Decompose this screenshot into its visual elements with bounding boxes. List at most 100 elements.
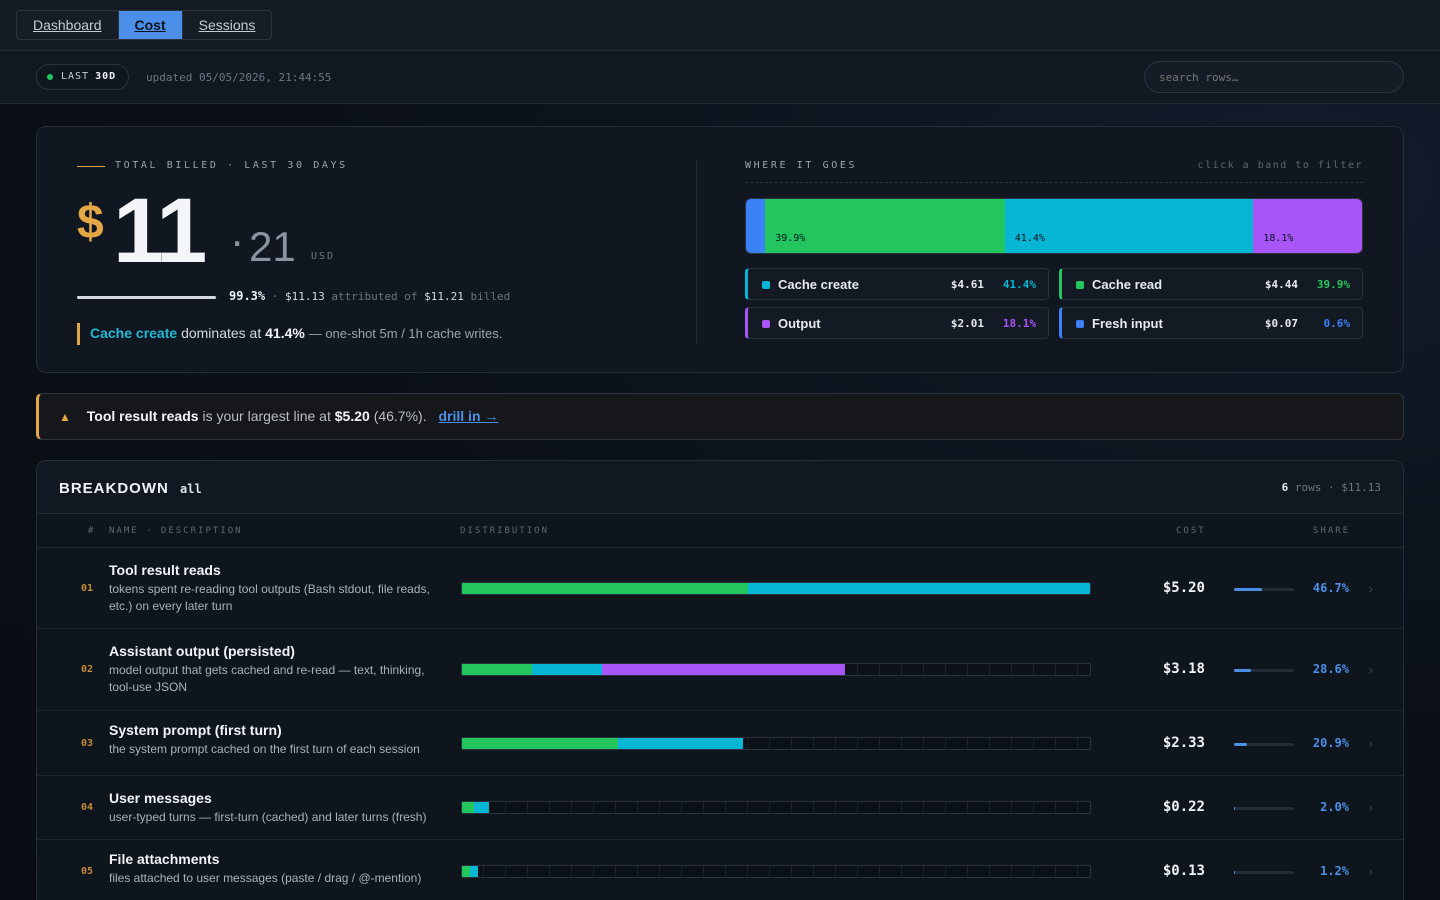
share-mini-bar [1234,871,1294,874]
chevron-right-icon[interactable]: › [1368,864,1373,879]
row-count: 6 [1281,481,1289,494]
breakdown-total: $11.13 [1341,481,1381,494]
dominant-name: Cache create [90,325,178,341]
table-row[interactable]: 03 System prompt (first turn) the system p… [37,711,1403,776]
where-hint: click a band to filter [1197,160,1363,171]
chevron-right-icon[interactable]: › [1368,662,1373,677]
breakdown-title: BREAKDOWN [59,480,169,497]
breakdown-table: BREAKDOWN all 6 rows · $11.13 # NAME · D… [36,460,1404,900]
billed-word: billed [470,290,511,303]
legend-item-cache-read[interactable]: Cache read $4.44 39.9% [1059,268,1363,300]
col-name[interactable]: NAME · DESCRIPTION [109,526,243,536]
row-share: 28.6% [1312,662,1349,676]
updated-timestamp: updated 05/05/2026, 21:44:55 [146,71,332,84]
total-billed-card: TOTAL BILLED · LAST 30 DAYS $ 11 . 21 US… [36,126,1404,373]
row-distribution-bar [461,736,1091,750]
breakdown-filter[interactable]: all [180,482,202,496]
amount-decimal: 21 [249,223,296,270]
row-share: 46.7% [1312,580,1349,595]
attributed-summary: 99.3% · $11.13 attributed of $11.21 bill… [229,289,511,303]
row-cost: $5.20 [1162,579,1205,596]
row-description: the system prompt cached on the first tu… [109,742,420,756]
breakdown-meta: 6 rows · $11.13 [1281,481,1381,494]
legend-swatch [1076,281,1084,289]
distribution-segment [462,866,471,877]
legend-name: Fresh input [1092,316,1163,331]
alert-text: is your largest line at [202,408,331,424]
col-cost[interactable]: COST [1176,526,1206,536]
band-cache-create[interactable]: 41.4% [1004,199,1254,253]
drill-in-link[interactable]: drill in → [438,408,499,424]
distribution-segment [602,664,845,675]
legend-item-fresh-input[interactable]: Fresh input $0.07 0.6% [1059,307,1363,339]
tab-cost[interactable]: Cost [117,11,182,39]
total-billed-kicker: TOTAL BILLED · LAST 30 DAYS [77,160,348,171]
chevron-right-icon[interactable]: › [1368,735,1373,751]
col-share[interactable]: SHARE [1313,526,1351,536]
table-row[interactable]: 01 Tool result reads tokens spent re-readi… [37,548,1403,629]
warning-triangle-icon: ▲ [59,410,71,424]
share-mini-bar [1234,807,1294,810]
band-label: 39.9% [775,233,806,244]
legend-swatch [762,281,770,289]
currency-symbol: $ [77,196,104,249]
row-name: System prompt (first turn) [109,722,282,738]
chevron-right-icon[interactable]: › [1368,800,1373,815]
alert-pct: (46.7%). [373,408,427,424]
row-index: 05 [81,866,94,877]
share-mini-bar [1234,742,1294,746]
row-index: 02 [81,664,94,675]
rows-word: rows [1294,481,1322,494]
largest-line-alert: ▲ Tool result reads is your largest line… [36,393,1404,440]
attributed-pct: 99.3% [229,289,266,303]
chevron-right-icon[interactable]: › [1368,580,1373,596]
amount-decimal-point: . [231,207,244,256]
legend-item-output[interactable]: Output $2.01 18.1% [745,307,1049,339]
tab-dashboard[interactable]: Dashboard [33,17,102,33]
dominates-word: dominates at [181,325,262,341]
row-distribution-bar [461,801,1091,814]
band-fresh-input[interactable] [746,199,766,253]
table-row[interactable]: 04 User messages user-typed turns — first-… [37,776,1403,840]
legend-pct: 39.9% [1316,278,1350,291]
distribution-segment [474,802,489,813]
table-row[interactable]: 02 Assistant output (persisted) model outp… [37,629,1403,711]
distribution-segment [748,582,1090,594]
breakdown-header: BREAKDOWN all 6 rows · $11.13 [37,461,1403,514]
row-cost: $0.13 [1162,863,1205,879]
range-selector[interactable]: LAST 30D [36,64,130,90]
dominant-pct: 41.4% [265,325,305,341]
tab-sessions[interactable]: Sessions [181,11,272,39]
row-distribution-bar [461,581,1091,595]
band-output[interactable]: 18.1% [1253,199,1362,253]
attributed-progress-bar [77,296,217,299]
row-share: 1.2% [1320,864,1349,878]
row-name: Tool result reads [109,562,221,578]
legend-pct: 41.4% [1002,278,1036,291]
row-name: Assistant output (persisted) [109,643,295,659]
row-distribution-bar [461,663,1091,676]
distribution-segment [462,737,618,749]
row-name: User messages [109,790,212,806]
row-index: 01 [81,582,94,594]
share-mini-fill [1234,807,1236,810]
table-row[interactable]: 05 File attachments files attached to user… [37,840,1403,900]
legend-amount: $2.01 [950,317,984,330]
legend-item-cache-create[interactable]: Cache create $4.61 41.4% [745,268,1049,300]
row-share: 20.9% [1312,735,1349,750]
search-input[interactable] [1144,61,1404,93]
cost-stacked-bar: 39.9% 41.4% 18.1% [745,198,1363,254]
distribution-segment [617,737,744,749]
row-index: 04 [81,802,94,813]
legend-name: Cache create [778,277,859,292]
amount-integer: 11 [113,180,207,282]
distribution-segment [532,664,603,675]
legend-amount: $0.07 [1264,317,1298,330]
row-description: user-typed turns — first-turn (cached) a… [109,810,427,824]
row-index: 03 [81,737,94,749]
row-distribution-bar [461,865,1091,878]
attributed-progress-fill [77,296,217,299]
band-cache-read[interactable]: 39.9% [765,199,1005,253]
legend-pct: 18.1% [1002,317,1036,330]
where-rule [745,182,1363,183]
